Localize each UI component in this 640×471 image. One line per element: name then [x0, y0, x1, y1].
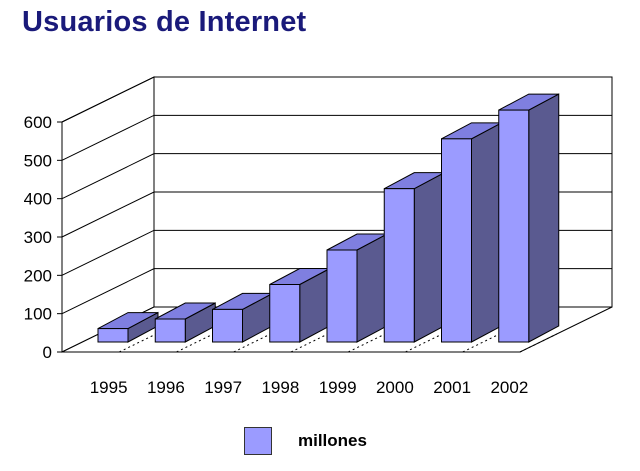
bar-2000: [383, 171, 445, 343]
bar-2002: [498, 93, 560, 343]
x-tick-label: 2002: [490, 378, 528, 397]
floor-divider: [176, 333, 214, 353]
x-tick-label: 1995: [90, 378, 128, 397]
bar-1997: [212, 292, 273, 343]
bar-1998: [269, 267, 331, 343]
x-tick-label: 2001: [433, 378, 471, 397]
chart-title: Usuarios de Internet: [22, 6, 307, 38]
bar-front: [441, 138, 472, 343]
y-tick-label: 200: [24, 266, 52, 285]
bar-side: [413, 171, 445, 343]
floor-divider: [119, 333, 157, 353]
gridline: [61, 76, 612, 123]
bar-front: [326, 249, 358, 343]
bar-side: [471, 122, 502, 343]
chart-bars: [97, 93, 560, 343]
legend-swatch: [244, 427, 272, 455]
y-tick-label: 100: [24, 305, 52, 324]
bar-front: [97, 328, 129, 343]
x-tick-label: 2000: [376, 378, 414, 397]
y-tick-label: 400: [24, 190, 52, 209]
floor-divider: [462, 333, 500, 353]
x-tick-label: 1998: [261, 378, 299, 397]
y-axis-labels: 0 100 200 300 400 500 600: [24, 113, 52, 362]
floor-divider: [519, 333, 558, 353]
bar-front: [383, 188, 415, 343]
legend: millones: [244, 427, 367, 455]
legend-label: millones: [298, 431, 367, 450]
bar-front: [154, 318, 186, 343]
gridline: [61, 114, 612, 161]
bar-1999: [326, 233, 388, 343]
bar-front: [269, 284, 301, 343]
x-tick-label: 1996: [147, 378, 185, 397]
bar-front: [498, 109, 530, 343]
x-tick-label: 1997: [204, 378, 242, 397]
floor-divider: [348, 333, 386, 353]
floor-divider: [405, 333, 443, 353]
floor-divider: [233, 333, 271, 353]
y-tick-label: 0: [43, 343, 52, 362]
bar-1995: [97, 311, 159, 343]
y-tick-label: 500: [24, 151, 52, 170]
x-tick-label: 1999: [319, 378, 357, 397]
floor-divider: [290, 333, 329, 353]
bar-2001: [441, 122, 502, 343]
bar-side: [356, 233, 388, 343]
bar-side: [528, 93, 560, 343]
x-axis-labels: 1995 1996 1997 1998 1999 2000 2001 2002: [90, 378, 529, 397]
y-tick-label: 600: [24, 113, 52, 132]
bar-1996: [154, 302, 216, 343]
y-tick-label: 300: [24, 228, 52, 247]
bar-front: [212, 308, 243, 343]
